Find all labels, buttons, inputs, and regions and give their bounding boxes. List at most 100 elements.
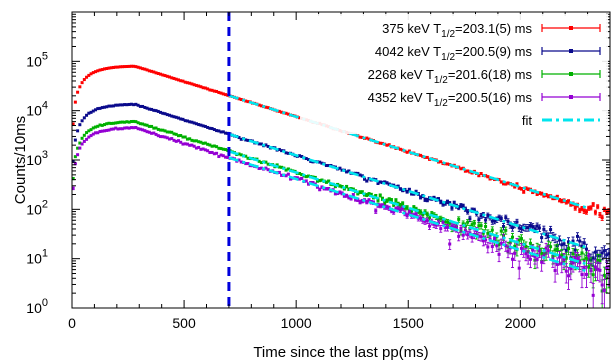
data-point: [340, 168, 344, 172]
data-point: [540, 236, 544, 240]
data-point: [85, 75, 89, 79]
data-point: [98, 123, 102, 127]
data-point: [378, 180, 382, 184]
data-point: [85, 113, 89, 117]
data-point: [510, 257, 514, 261]
data-point: [237, 152, 241, 156]
legend-entry-label: 4352 keV T1/2=200.5(16) ms: [368, 90, 533, 109]
data-point: [385, 181, 389, 185]
x-tick-label: 2000: [505, 315, 536, 331]
data-point: [244, 162, 248, 166]
data-point: [298, 116, 302, 120]
data-point: [174, 139, 178, 143]
data-point: [587, 206, 591, 210]
data-point: [264, 160, 268, 164]
data-point: [136, 127, 140, 131]
data-point: [387, 143, 391, 147]
data-point: [123, 103, 127, 107]
data-point: [392, 210, 396, 214]
data-point: [360, 190, 364, 194]
data-point: [138, 127, 142, 131]
data-point: [380, 197, 384, 201]
x-tick-label: 0: [68, 315, 76, 331]
data-point: [194, 83, 198, 87]
data-point: [445, 220, 449, 224]
data-point: [176, 134, 180, 138]
data-point: [103, 123, 107, 127]
data-point: [80, 119, 84, 123]
legend-entry-label: 4042 keV T1/2=200.5(9) ms: [375, 44, 533, 63]
data-point: [567, 274, 571, 278]
data-point: [145, 68, 149, 72]
data-point: [528, 224, 532, 228]
data-point: [304, 157, 308, 161]
data-point: [560, 261, 564, 265]
data-point: [517, 266, 521, 270]
data-point: [78, 141, 82, 145]
data-point: [80, 142, 84, 146]
data-point: [544, 232, 548, 236]
data-point: [396, 207, 400, 211]
data-point: [340, 185, 344, 189]
data-point: [580, 273, 584, 277]
data-point: [304, 179, 308, 183]
data-point: [210, 127, 214, 131]
data-point: [593, 250, 597, 254]
data-point: [564, 269, 568, 273]
data-point: [365, 193, 369, 197]
data-point: [378, 193, 382, 197]
data-point: [502, 182, 506, 186]
data-point: [172, 132, 176, 136]
data-point: [181, 135, 185, 139]
data-point: [602, 273, 606, 277]
data-point: [591, 273, 595, 277]
data-point: [519, 246, 523, 250]
data-point: [526, 187, 530, 191]
data-point: [345, 185, 349, 189]
data-point: [152, 126, 156, 130]
data-point: [428, 224, 432, 228]
data-point: [605, 210, 609, 214]
data-point: [396, 184, 400, 188]
data-point: [549, 228, 553, 232]
data-point: [589, 206, 593, 210]
data-point: [87, 129, 91, 133]
data-point: [437, 197, 441, 201]
data-point: [82, 139, 86, 143]
data-point: [212, 152, 216, 156]
data-point: [578, 239, 582, 243]
x-axis-title: Time since the last pp(ms): [253, 344, 428, 361]
data-point: [208, 88, 212, 92]
data-point: [506, 219, 510, 223]
data-point: [567, 240, 571, 244]
data-point: [82, 133, 86, 137]
data-point: [91, 132, 95, 136]
data-point: [517, 238, 521, 242]
data-point: [573, 248, 577, 252]
data-point: [219, 153, 223, 157]
data-point: [188, 81, 192, 85]
data-point: [136, 121, 140, 125]
data-point: [542, 227, 546, 231]
data-point: [244, 154, 248, 158]
data-point: [495, 244, 499, 248]
data-point: [190, 82, 194, 86]
data-point: [116, 65, 120, 69]
data-point: [237, 97, 241, 101]
x-tick-label: 1500: [393, 315, 424, 331]
legend-entry-label: 375 keV T1/2=203.1(5) ms: [382, 21, 532, 40]
data-point: [289, 177, 293, 181]
data-point: [347, 169, 351, 173]
data-point: [504, 244, 508, 248]
data-point: [419, 195, 423, 199]
data-point: [300, 173, 304, 177]
data-point: [190, 143, 194, 147]
data-point: [439, 227, 443, 231]
data-point: [537, 191, 541, 195]
data-point: [457, 206, 461, 210]
x-tick-label: 1000: [281, 315, 312, 331]
data-point: [194, 139, 198, 143]
data-point: [479, 224, 483, 228]
data-point: [367, 192, 371, 196]
data-point: [555, 247, 559, 251]
